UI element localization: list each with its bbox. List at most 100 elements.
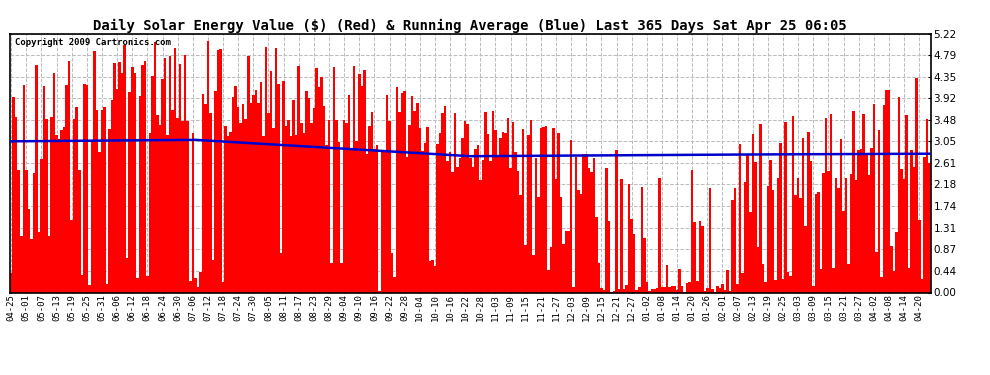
Bar bbox=[877, 130, 880, 292]
Bar bbox=[520, 195, 522, 292]
Bar bbox=[108, 129, 111, 292]
Bar bbox=[341, 264, 343, 292]
Bar bbox=[648, 291, 650, 292]
Bar bbox=[847, 264, 849, 292]
Bar bbox=[655, 288, 658, 292]
Bar bbox=[383, 150, 386, 292]
Bar bbox=[25, 170, 28, 292]
Bar bbox=[807, 132, 810, 292]
Bar bbox=[98, 152, 101, 292]
Bar bbox=[693, 222, 696, 292]
Bar bbox=[815, 194, 817, 292]
Bar bbox=[641, 187, 644, 292]
Bar bbox=[303, 132, 305, 292]
Bar bbox=[161, 79, 163, 292]
Bar bbox=[141, 65, 144, 292]
Bar bbox=[600, 288, 603, 292]
Bar bbox=[598, 263, 600, 292]
Bar bbox=[711, 289, 714, 292]
Bar bbox=[605, 168, 608, 292]
Bar bbox=[442, 113, 444, 292]
Bar bbox=[842, 211, 844, 292]
Bar bbox=[860, 149, 862, 292]
Bar bbox=[403, 91, 406, 292]
Bar bbox=[249, 103, 252, 292]
Bar bbox=[269, 71, 272, 292]
Bar bbox=[144, 62, 147, 292]
Text: Copyright 2009 Cartronics.com: Copyright 2009 Cartronics.com bbox=[15, 38, 170, 46]
Bar bbox=[222, 282, 225, 292]
Bar bbox=[277, 84, 280, 292]
Bar bbox=[323, 106, 325, 292]
Bar bbox=[181, 120, 184, 292]
Bar bbox=[197, 286, 199, 292]
Bar bbox=[663, 286, 665, 292]
Bar bbox=[308, 98, 310, 292]
Bar bbox=[46, 119, 48, 292]
Bar bbox=[466, 124, 469, 292]
Bar bbox=[481, 160, 484, 292]
Bar bbox=[212, 260, 214, 292]
Bar bbox=[557, 133, 559, 292]
Bar bbox=[471, 167, 474, 292]
Bar bbox=[549, 247, 552, 292]
Bar bbox=[446, 161, 448, 292]
Bar bbox=[232, 96, 235, 292]
Bar bbox=[204, 104, 207, 292]
Bar bbox=[777, 178, 779, 292]
Bar bbox=[235, 86, 237, 292]
Bar bbox=[439, 133, 442, 292]
Bar bbox=[13, 97, 15, 292]
Bar bbox=[525, 245, 527, 292]
Bar bbox=[833, 268, 835, 292]
Bar bbox=[865, 155, 867, 292]
Bar bbox=[355, 141, 358, 292]
Bar bbox=[743, 182, 746, 292]
Bar bbox=[113, 63, 116, 292]
Bar bbox=[214, 91, 217, 292]
Bar bbox=[678, 270, 681, 292]
Bar bbox=[484, 112, 487, 292]
Bar bbox=[156, 115, 158, 292]
Bar bbox=[820, 269, 822, 292]
Bar bbox=[507, 118, 509, 292]
Bar bbox=[650, 289, 653, 292]
Bar bbox=[479, 180, 481, 292]
Bar bbox=[565, 231, 567, 292]
Bar bbox=[742, 273, 743, 292]
Bar bbox=[797, 178, 800, 292]
Bar bbox=[906, 115, 908, 292]
Bar bbox=[453, 113, 456, 292]
Bar bbox=[347, 95, 350, 292]
Bar bbox=[805, 226, 807, 292]
Bar bbox=[300, 123, 303, 292]
Bar bbox=[75, 106, 78, 292]
Bar bbox=[381, 152, 383, 292]
Bar bbox=[746, 155, 749, 292]
Bar bbox=[106, 284, 108, 292]
Bar bbox=[257, 103, 259, 292]
Bar bbox=[350, 149, 353, 292]
Bar bbox=[794, 195, 797, 292]
Bar bbox=[147, 276, 148, 292]
Bar bbox=[587, 168, 590, 292]
Bar bbox=[855, 180, 857, 292]
Bar bbox=[57, 140, 60, 292]
Bar bbox=[885, 90, 888, 292]
Bar bbox=[353, 66, 355, 292]
Bar bbox=[487, 134, 489, 292]
Bar bbox=[287, 120, 290, 292]
Bar bbox=[202, 94, 204, 292]
Bar bbox=[48, 236, 50, 292]
Bar bbox=[608, 221, 610, 292]
Bar bbox=[636, 290, 638, 292]
Bar bbox=[290, 136, 292, 292]
Bar bbox=[365, 153, 368, 292]
Bar bbox=[416, 103, 419, 292]
Bar bbox=[719, 288, 722, 292]
Bar bbox=[704, 291, 706, 292]
Bar bbox=[70, 220, 73, 292]
Bar bbox=[880, 277, 883, 292]
Bar bbox=[35, 65, 38, 292]
Bar bbox=[701, 226, 704, 292]
